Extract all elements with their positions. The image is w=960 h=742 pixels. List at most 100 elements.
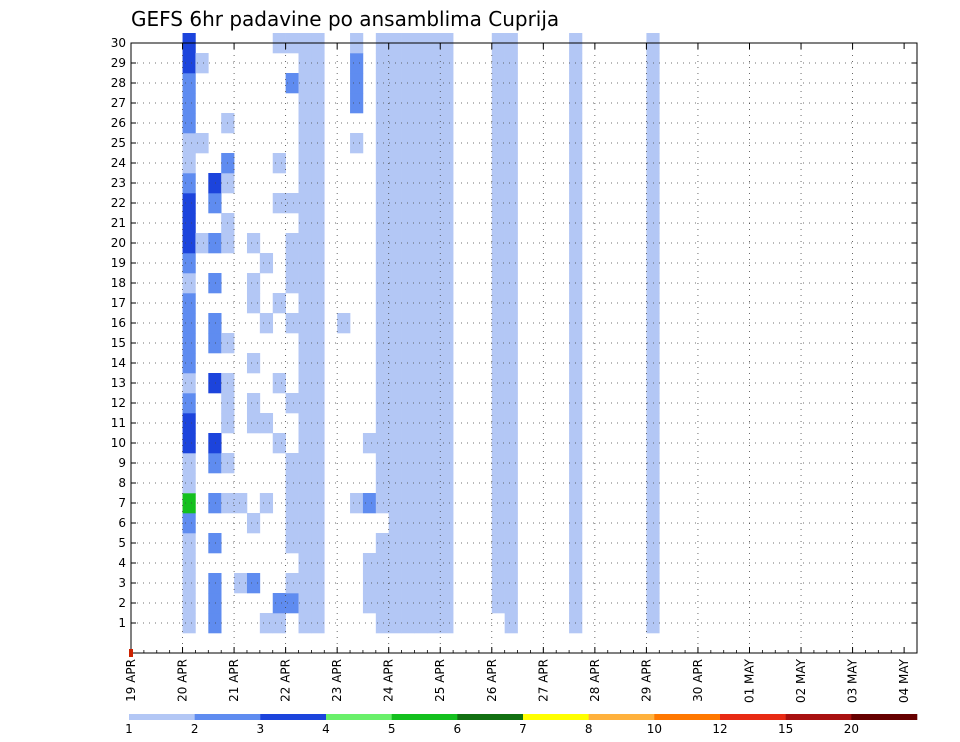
- precip-cell: [182, 113, 196, 134]
- precip-cell: [504, 93, 518, 114]
- precip-cell: [182, 173, 196, 194]
- y-tick-label: 21: [111, 216, 126, 230]
- legend-label: 5: [388, 722, 396, 736]
- precip-cell: [440, 73, 454, 94]
- y-tick-label: 20: [111, 236, 126, 250]
- x-tick-label: 29 APR: [639, 659, 653, 702]
- precip-cell: [375, 313, 390, 334]
- precip-cell: [504, 513, 518, 534]
- precip-cell: [401, 473, 415, 494]
- precip-cell: [440, 113, 454, 134]
- precip-cell: [182, 513, 196, 534]
- precip-cell: [440, 273, 454, 294]
- precip-cell: [427, 613, 441, 634]
- precip-cell: [440, 613, 454, 634]
- precip-cell: [285, 473, 299, 494]
- precip-cell: [427, 493, 441, 514]
- precip-cell: [362, 493, 377, 514]
- precip-cell: [414, 293, 428, 314]
- x-tick-label: 26 APR: [485, 659, 499, 702]
- legend-label: 1: [125, 722, 133, 736]
- precip-cell: [285, 313, 299, 334]
- precip-cell: [375, 473, 390, 494]
- precip-cell: [272, 193, 286, 214]
- precip-cell: [440, 593, 454, 614]
- precip-cell: [491, 153, 505, 174]
- precip-cell: [491, 333, 505, 354]
- precip-cell: [375, 353, 390, 374]
- precip-cell: [491, 533, 505, 554]
- precip-cell: [375, 73, 390, 94]
- precip-cell: [375, 273, 390, 294]
- precip-cell: [440, 233, 454, 254]
- legend-label: 12: [712, 722, 727, 736]
- y-tick-label: 25: [111, 136, 126, 150]
- precip-cell: [234, 493, 248, 514]
- precip-cell: [427, 213, 441, 234]
- precip-cell: [208, 313, 222, 334]
- precip-cell: [504, 253, 518, 274]
- precip-cell: [414, 53, 428, 74]
- precip-cell: [401, 393, 415, 414]
- precip-cell: [285, 73, 299, 94]
- precip-cell: [440, 293, 454, 314]
- precip-cell: [427, 433, 441, 454]
- precip-cell: [401, 93, 415, 114]
- y-tick-label: 22: [111, 196, 126, 210]
- precip-cell: [414, 373, 428, 394]
- precip-cell: [375, 333, 390, 354]
- precip-cell: [440, 313, 454, 334]
- precip-cell: [182, 233, 196, 254]
- precip-cell: [414, 513, 428, 534]
- y-tick-label: 18: [111, 276, 126, 290]
- precip-cell: [285, 493, 299, 514]
- precip-cell: [440, 353, 454, 374]
- precip-cell: [504, 593, 518, 614]
- precip-cell: [208, 373, 222, 394]
- precip-cell: [401, 333, 415, 354]
- legend-swatch: [654, 714, 721, 720]
- precip-cell: [401, 213, 415, 234]
- x-tick-label: 27 APR: [536, 659, 550, 702]
- precip-cell: [427, 273, 441, 294]
- precip-cell: [375, 133, 390, 154]
- precip-cell: [491, 473, 505, 494]
- y-tick-label: 26: [111, 116, 126, 130]
- precip-cell: [208, 193, 222, 214]
- precip-cell: [401, 253, 415, 274]
- precip-cell: [362, 573, 377, 594]
- precip-cell: [182, 93, 196, 114]
- precip-cell: [375, 113, 390, 134]
- precip-cell: [440, 393, 454, 414]
- y-tick-label: 13: [111, 376, 126, 390]
- y-tick-label: 27: [111, 96, 126, 110]
- precip-cell: [259, 253, 274, 274]
- precip-cell: [504, 573, 518, 594]
- precip-cell: [182, 353, 196, 374]
- precip-cell: [182, 193, 196, 214]
- precip-cell: [414, 433, 428, 454]
- y-tick-label: 7: [118, 496, 126, 510]
- precip-cell: [440, 133, 454, 154]
- precip-cell: [504, 73, 518, 94]
- precip-cell: [246, 353, 261, 374]
- precip-cell: [182, 593, 196, 614]
- precip-cell: [375, 533, 390, 554]
- y-tick-label: 15: [111, 336, 126, 350]
- precip-cell: [414, 93, 428, 114]
- precip-cell: [182, 573, 196, 594]
- precip-cell: [375, 53, 390, 74]
- precip-cell: [440, 193, 454, 214]
- precip-cell: [272, 293, 286, 314]
- y-tick-label: 5: [118, 536, 126, 550]
- precip-cell: [182, 133, 196, 154]
- precip-cell: [414, 113, 428, 134]
- precip-cell: [504, 613, 518, 634]
- precip-cell: [427, 253, 441, 274]
- precip-cell: [427, 553, 441, 574]
- precip-cell: [440, 53, 454, 74]
- legend-swatch: [523, 714, 589, 720]
- precip-cell: [401, 173, 415, 194]
- precip-cell: [285, 533, 299, 554]
- precip-cell: [504, 433, 518, 454]
